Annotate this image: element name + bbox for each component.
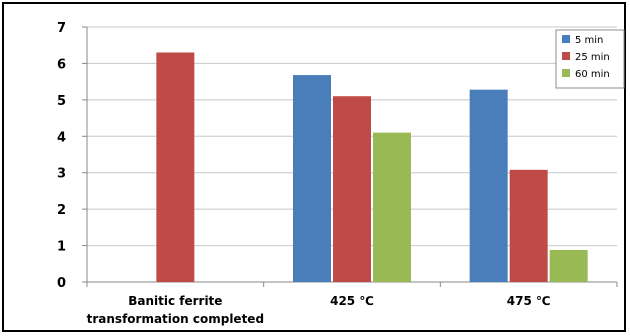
x-category-label: 425 ℃ bbox=[330, 294, 374, 308]
y-tick-label: 2 bbox=[57, 203, 66, 218]
legend-swatch bbox=[562, 52, 570, 60]
x-category-label: Banitic ferrite bbox=[128, 294, 222, 308]
bar bbox=[156, 52, 195, 282]
y-tick-label: 7 bbox=[57, 21, 66, 36]
bar bbox=[549, 249, 588, 282]
legend-label: 25 min bbox=[575, 52, 610, 63]
bar bbox=[469, 89, 508, 283]
legend-swatch bbox=[562, 69, 570, 77]
y-tick-label: 0 bbox=[57, 276, 66, 291]
bar bbox=[333, 96, 371, 282]
y-tick-label: 3 bbox=[57, 167, 66, 182]
bar bbox=[293, 75, 331, 282]
bar bbox=[509, 169, 548, 282]
legend-label: 60 min bbox=[575, 69, 610, 80]
x-category-label: transformation completed bbox=[87, 312, 264, 326]
x-category-label: 475 ℃ bbox=[507, 294, 551, 308]
y-tick-label: 1 bbox=[57, 240, 66, 255]
y-tick-label: 5 bbox=[57, 94, 66, 109]
bar bbox=[373, 132, 411, 282]
y-tick-label: 6 bbox=[57, 57, 66, 72]
legend-label: 5 min bbox=[575, 35, 603, 46]
y-tick-label: 4 bbox=[57, 130, 66, 145]
legend-swatch bbox=[562, 35, 570, 43]
